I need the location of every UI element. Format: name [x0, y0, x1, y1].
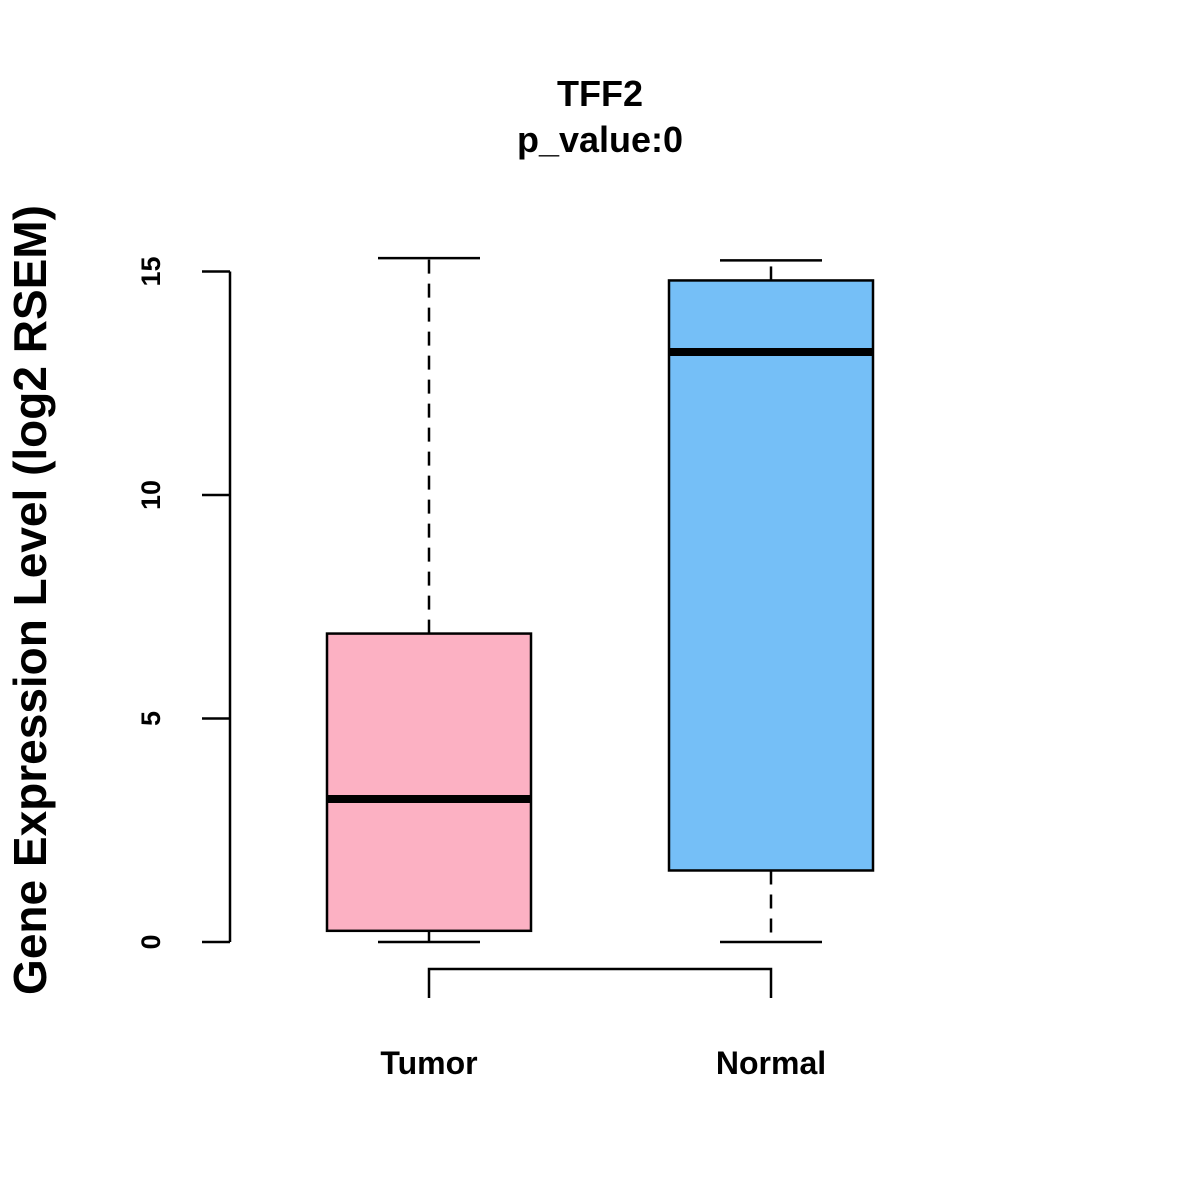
box-normal — [667, 259, 875, 944]
x-axis-labels: Tumor Normal — [380, 1045, 826, 1081]
bracket-line — [427, 967, 773, 998]
y-axis: 0 5 10 15 — [136, 256, 232, 950]
y-tick-label: 15 — [136, 256, 166, 286]
x-label-tumor: Tumor — [380, 1045, 477, 1081]
x-label-normal: Normal — [716, 1045, 826, 1081]
y-tick-label: 10 — [136, 480, 166, 510]
y-axis-label: Gene Expression Level (log2 RSEM) — [4, 205, 56, 995]
chart-title: TFF2 — [557, 73, 643, 114]
chart-subtitle: p_value:0 — [517, 119, 683, 160]
boxes — [325, 256, 875, 944]
iqr-box — [667, 279, 875, 872]
y-tick-label: 0 — [136, 934, 166, 949]
comparison-bracket — [427, 967, 773, 998]
box-tumor — [325, 256, 533, 944]
iqr-box — [325, 632, 533, 933]
y-tick-label: 5 — [136, 711, 166, 726]
